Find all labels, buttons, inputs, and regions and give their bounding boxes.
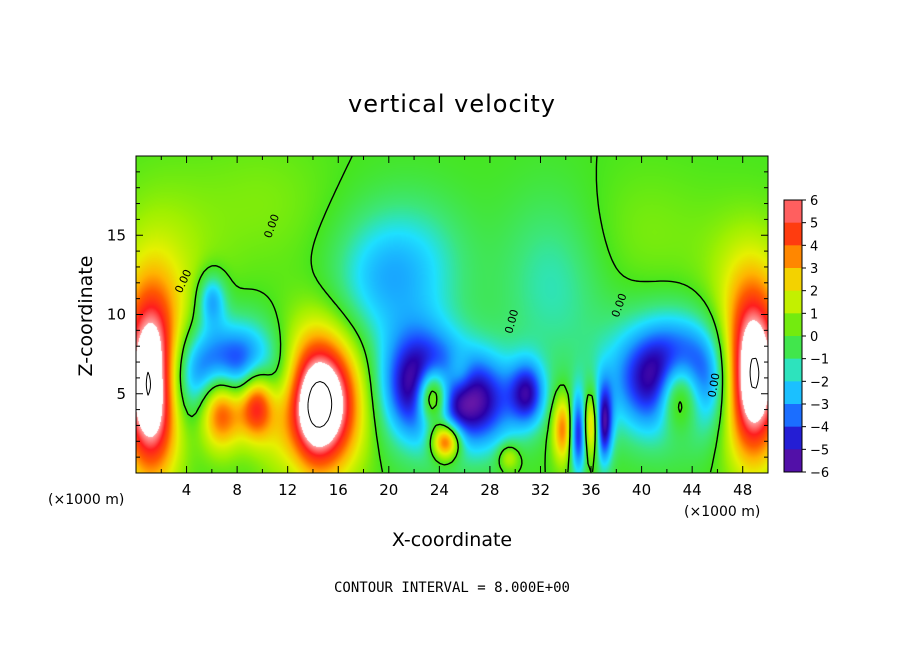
x-axis-title: X-coordinate <box>392 529 512 551</box>
colorbar-swatch <box>784 313 802 337</box>
y-axis-title: Z-coordinate <box>75 256 97 377</box>
x-tick-label: 24 <box>430 481 449 499</box>
x-tick-label: 12 <box>278 481 297 499</box>
x-tick-label: 4 <box>182 481 192 499</box>
x-axis: 4 8 12 16 20 24 28 32 36 40 44 48 <box>160 156 752 499</box>
y-axis: 5 10 15 <box>107 171 768 458</box>
colorbar-tick-label: −3 <box>810 398 829 413</box>
y-tick-label: 10 <box>107 306 126 324</box>
contour-level-zero <box>179 156 724 473</box>
colorbar-swatch <box>784 245 802 269</box>
colorbar-swatch <box>784 222 802 246</box>
colorbar-swatch <box>784 268 802 292</box>
colorbar-tick-label: −4 <box>810 421 829 436</box>
contour-interval-note: CONTOUR INTERVAL = 8.000E+00 <box>334 580 570 596</box>
colorbar-swatch <box>784 449 802 473</box>
colorbar-swatch <box>784 290 802 314</box>
colorbar-swatch <box>784 381 802 405</box>
contour-lines: 0.000.000.000.000.00 <box>145 156 760 473</box>
colorbar-swatch <box>784 426 802 450</box>
velocity-field <box>136 156 768 473</box>
colorbar-tick-label: 0 <box>810 330 818 345</box>
x-tick-label: 16 <box>329 481 348 499</box>
colorbar-tick-label: −1 <box>810 353 829 368</box>
x-tick-label: 44 <box>683 481 702 499</box>
y-tick-label: 5 <box>116 385 126 403</box>
x-tick-label: 8 <box>232 481 242 499</box>
colorbar-tick-label: 2 <box>810 285 818 300</box>
colorbar-swatch <box>784 358 802 382</box>
colorbar-tick-label: −2 <box>810 375 829 390</box>
colorbar-tick-label: −5 <box>810 443 829 458</box>
chart-title: vertical velocity <box>348 90 556 118</box>
y-tick-label: 15 <box>107 226 126 244</box>
x-tick-label: 32 <box>531 481 550 499</box>
colorbar-tick-label: 6 <box>810 194 818 209</box>
colorbar-swatch <box>784 404 802 428</box>
colorbar-tick-label: −6 <box>810 466 829 481</box>
colorbar-tick-label: 1 <box>810 307 818 322</box>
colorbar-tick-label: 5 <box>810 217 818 232</box>
x-tick-label: 48 <box>733 481 752 499</box>
colorbar-tick-label: 4 <box>810 239 818 254</box>
x-tick-label: 20 <box>379 481 398 499</box>
contour-label: 0.00 <box>705 372 722 398</box>
contour-label: 0.00 <box>502 308 521 335</box>
x-tick-label: 40 <box>632 481 651 499</box>
colorbar-tick-label: 3 <box>810 262 818 277</box>
contour-level-pos <box>145 357 760 428</box>
colorbar-swatch <box>784 336 802 360</box>
y-axis-unit: (×1000 m) <box>48 492 124 508</box>
x-axis-unit: (×1000 m) <box>684 504 760 520</box>
x-tick-label: 36 <box>581 481 600 499</box>
colorbar: 6 5 4 3 2 1 0 −1 −2 −3 −4 −5 −6 <box>783 194 829 481</box>
colorbar-swatch <box>784 200 802 224</box>
x-tick-label: 28 <box>480 481 499 499</box>
